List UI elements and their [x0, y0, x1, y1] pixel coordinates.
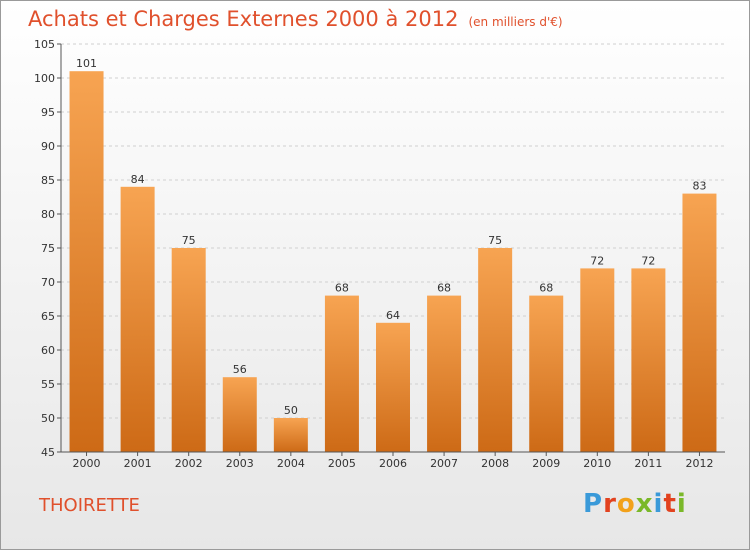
- logo-letter: P: [583, 489, 604, 519]
- chart-title-text: Achats et Charges Externes 2000 à 2012: [28, 7, 459, 31]
- bar: [171, 248, 206, 452]
- data-label: 72: [641, 254, 655, 267]
- logo-letter: o: [616, 489, 636, 519]
- x-tick-label: 2007: [430, 457, 458, 470]
- data-label: 75: [488, 234, 502, 247]
- x-tick-label: 2001: [124, 457, 152, 470]
- x-tick-label: 2002: [175, 457, 203, 470]
- bar: [682, 193, 717, 452]
- y-tick-label: 90: [41, 140, 55, 153]
- x-tick-label: 2011: [634, 457, 662, 470]
- x-tick-label: 2000: [73, 457, 101, 470]
- bar: [273, 418, 308, 452]
- chart-title: Achats et Charges Externes 2000 à 2012 (e…: [28, 7, 563, 31]
- bar: [222, 377, 257, 452]
- y-tick-label: 45: [41, 446, 55, 459]
- data-label: 68: [335, 282, 349, 295]
- data-label: 83: [692, 180, 706, 193]
- logo-letter: t: [663, 489, 677, 519]
- bar: [376, 322, 410, 452]
- x-tick-label: 2009: [532, 457, 560, 470]
- y-tick-label: 60: [41, 344, 55, 357]
- logo-letter: r: [603, 489, 617, 519]
- y-tick-label: 100: [34, 72, 55, 85]
- x-tick-label: 2003: [226, 457, 254, 470]
- data-label: 101: [76, 57, 97, 70]
- data-label: 68: [437, 282, 451, 295]
- x-tick-label: 2008: [481, 457, 509, 470]
- logo-letter: i: [676, 489, 687, 519]
- data-label: 50: [284, 404, 298, 417]
- y-tick-label: 105: [34, 38, 55, 51]
- logo-letter: i: [653, 489, 664, 519]
- data-label: 72: [590, 254, 604, 267]
- data-label: 56: [233, 363, 247, 376]
- y-tick-label: 50: [41, 412, 55, 425]
- data-label: 68: [539, 282, 553, 295]
- x-tick-label: 2005: [328, 457, 356, 470]
- y-tick-label: 55: [41, 378, 55, 391]
- y-tick-label: 75: [41, 242, 55, 255]
- bar: [580, 268, 615, 452]
- bar: [69, 71, 104, 452]
- data-label: 75: [182, 234, 196, 247]
- logo-letter: x: [635, 489, 654, 519]
- y-tick-label: 70: [41, 276, 55, 289]
- bar: [324, 295, 359, 452]
- x-tick-label: 2010: [583, 457, 611, 470]
- x-tick-label: 2004: [277, 457, 305, 470]
- proxiti-logo: Proxiti: [583, 489, 687, 519]
- commune-name: THOIRETTE: [39, 495, 140, 516]
- data-label: 84: [131, 173, 145, 186]
- bar: [478, 248, 513, 452]
- bar: [529, 295, 564, 452]
- x-tick-label: 2006: [379, 457, 407, 470]
- bar: [120, 186, 155, 453]
- bar: [427, 295, 462, 452]
- y-tick-label: 85: [41, 174, 55, 187]
- y-tick-label: 80: [41, 208, 55, 221]
- data-label: 64: [386, 309, 400, 322]
- chart-unit: (en milliers d'€): [468, 15, 563, 29]
- y-tick-label: 65: [41, 310, 55, 323]
- y-tick-label: 95: [41, 106, 55, 119]
- x-tick-label: 2012: [685, 457, 713, 470]
- bar: [631, 268, 666, 452]
